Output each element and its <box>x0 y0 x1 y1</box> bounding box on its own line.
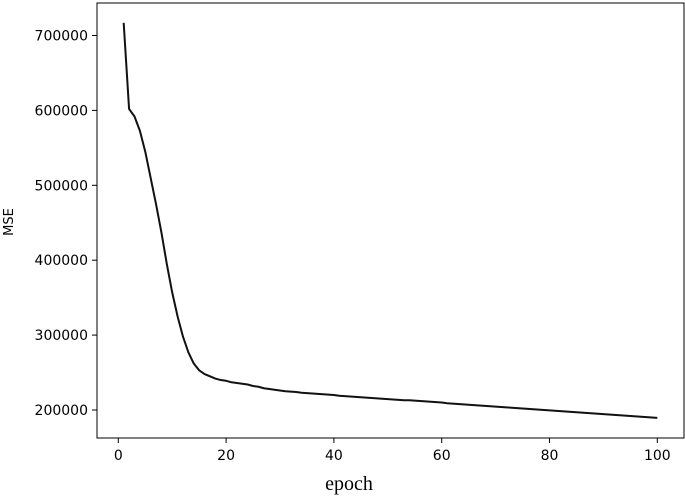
y-axis-label: MSE <box>2 208 17 236</box>
y-tick-label: 600000 <box>35 103 88 119</box>
plot-frame <box>96 2 685 439</box>
x-tick-label: 60 <box>433 448 451 464</box>
x-tick-label: 0 <box>114 448 123 464</box>
y-tick-label: 200000 <box>35 403 88 419</box>
x-tick-label: 100 <box>644 448 671 464</box>
y-tick-label: 700000 <box>35 29 88 45</box>
x-tick-label: 20 <box>217 448 235 464</box>
y-tick-label: 400000 <box>35 253 88 269</box>
x-tick-label: 40 <box>325 448 343 464</box>
x-tick-label: 80 <box>541 448 559 464</box>
line-series <box>122 22 658 419</box>
y-tick-label: 500000 <box>35 178 88 194</box>
x-axis-label: epoch <box>325 473 373 495</box>
y-tick-label: 300000 <box>35 328 88 344</box>
